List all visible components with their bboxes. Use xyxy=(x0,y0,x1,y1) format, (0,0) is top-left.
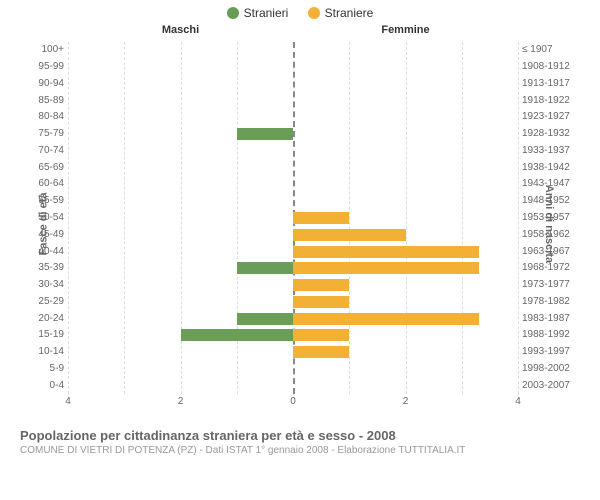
age-label: 75-79 xyxy=(38,129,64,139)
bar-female xyxy=(293,346,349,358)
bar-male xyxy=(237,313,293,325)
birth-year-label: 1908-1912 xyxy=(522,62,570,72)
birth-year-label: 2003-2007 xyxy=(522,381,570,391)
birth-year-label: 1988-1992 xyxy=(522,330,570,340)
age-label: 65-69 xyxy=(38,163,64,173)
legend-swatch-male xyxy=(227,7,239,19)
bar-female xyxy=(293,279,349,291)
birth-year-label: 1923-1927 xyxy=(522,112,570,122)
bar-male xyxy=(181,329,294,341)
age-label: 0-4 xyxy=(50,381,64,391)
x-tick: 2 xyxy=(403,396,409,407)
age-label: 60-64 xyxy=(38,179,64,189)
legend: Stranieri Straniere xyxy=(0,0,600,24)
x-tick: 4 xyxy=(515,396,521,407)
bar-female xyxy=(293,246,479,258)
bar-female xyxy=(293,313,479,325)
age-label: 50-54 xyxy=(38,213,64,223)
age-label: 15-19 xyxy=(38,330,64,340)
gridline xyxy=(68,42,69,394)
birth-year-label: 1958-1962 xyxy=(522,230,570,240)
header-male: Maschi xyxy=(68,24,293,36)
age-label: 45-49 xyxy=(38,230,64,240)
y-axis-right: ≤ 1907 1908-1912 1913-1917 1918-1922 1923-19… xyxy=(520,42,580,394)
gridline xyxy=(406,42,407,394)
legend-item-male: Stranieri xyxy=(227,6,289,20)
birth-year-label: 1968-1972 xyxy=(522,263,570,273)
legend-label-male: Stranieri xyxy=(244,6,289,20)
y-axis-left: 100+ 95-99 90-94 85-89 80-84 75-79 70-74 65-69 6… xyxy=(20,42,66,394)
age-label: 55-59 xyxy=(38,196,64,206)
plot-area xyxy=(68,42,518,394)
bar-female xyxy=(293,212,349,224)
age-label: 25-29 xyxy=(38,297,64,307)
birth-year-label: 1918-1922 xyxy=(522,96,570,106)
x-axis: 4 2 0 2 4 xyxy=(68,396,518,410)
bar-female xyxy=(293,262,479,274)
age-label: 80-84 xyxy=(38,112,64,122)
gridline xyxy=(462,42,463,394)
bar-male xyxy=(237,128,293,140)
birth-year-label: 1933-1937 xyxy=(522,146,570,156)
birth-year-label: 1993-1997 xyxy=(522,347,570,357)
gridline xyxy=(518,42,519,394)
column-headers: Maschi Femmine xyxy=(68,24,518,42)
legend-label-female: Straniere xyxy=(325,6,374,20)
birth-year-label: 1928-1932 xyxy=(522,129,570,139)
age-label: 20-24 xyxy=(38,314,64,324)
legend-swatch-female xyxy=(308,7,320,19)
birth-year-label: 1953-1957 xyxy=(522,213,570,223)
bar-female xyxy=(293,229,406,241)
chart-title: Popolazione per cittadinanza straniera p… xyxy=(20,428,580,443)
x-tick: 2 xyxy=(178,396,184,407)
bar-female xyxy=(293,329,349,341)
age-label: 5-9 xyxy=(50,364,64,374)
birth-year-label: 1943-1947 xyxy=(522,179,570,189)
gridline xyxy=(124,42,125,394)
age-label: 100+ xyxy=(41,45,64,55)
birth-year-label: 1998-2002 xyxy=(522,364,570,374)
header-female: Femmine xyxy=(293,24,518,36)
x-tick: 4 xyxy=(65,396,71,407)
chart-subtitle: COMUNE DI VIETRI DI POTENZA (PZ) - Dati … xyxy=(20,445,580,456)
bar-male xyxy=(237,262,293,274)
legend-item-female: Straniere xyxy=(308,6,374,20)
bar-female xyxy=(293,296,349,308)
birth-year-label: 1973-1977 xyxy=(522,280,570,290)
birth-year-label: 1963-1967 xyxy=(522,247,570,257)
age-label: 95-99 xyxy=(38,62,64,72)
population-pyramid-chart: Fasce di età Anni di nascita Maschi Femm… xyxy=(20,24,580,424)
gridline xyxy=(349,42,350,394)
age-label: 10-14 xyxy=(38,347,64,357)
birth-year-label: ≤ 1907 xyxy=(522,45,553,55)
birth-year-label: 1978-1982 xyxy=(522,297,570,307)
chart-footer: Popolazione per cittadinanza straniera p… xyxy=(0,424,600,456)
birth-year-label: 1913-1917 xyxy=(522,79,570,89)
birth-year-label: 1983-1987 xyxy=(522,314,570,324)
age-label: 90-94 xyxy=(38,79,64,89)
birth-year-label: 1948-1952 xyxy=(522,196,570,206)
age-label: 35-39 xyxy=(38,263,64,273)
x-tick: 0 xyxy=(290,396,296,407)
age-label: 40-44 xyxy=(38,247,64,257)
birth-year-label: 1938-1942 xyxy=(522,163,570,173)
age-label: 30-34 xyxy=(38,280,64,290)
age-label: 70-74 xyxy=(38,146,64,156)
age-label: 85-89 xyxy=(38,96,64,106)
